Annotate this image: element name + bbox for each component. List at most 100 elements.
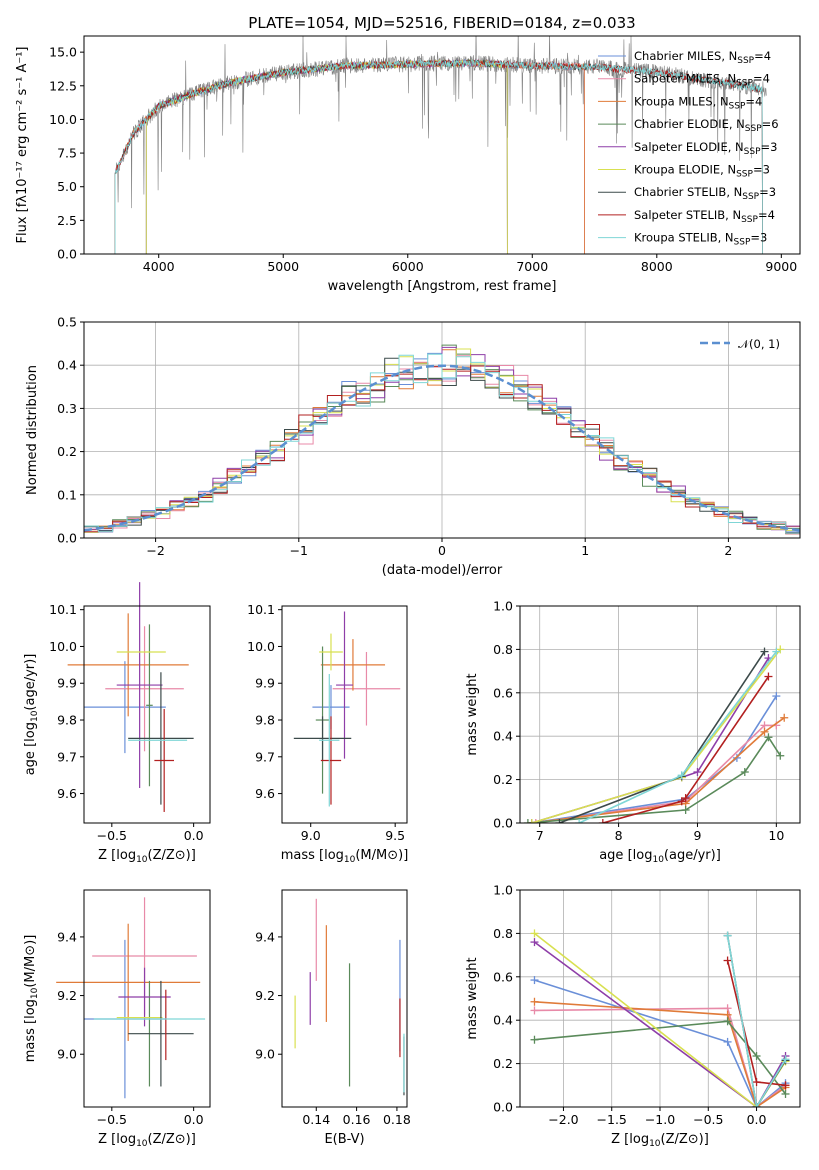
mass-vs-Z-xlabel: Z [log10(Z/Z⊙)]	[98, 1132, 196, 1149]
y-tick-label: 1.0	[493, 599, 513, 614]
weight-vs-age-lines	[523, 645, 789, 823]
weight-line	[531, 717, 785, 823]
spectrum-ylabel: Flux [fλ10⁻¹⁷ erg cm⁻² s⁻¹ A⁻¹]	[15, 47, 30, 244]
legend-label: Salpeter MILES, NSSP=4	[634, 72, 770, 89]
x-tick-label: 4000	[143, 259, 175, 274]
weight-marker	[781, 1089, 790, 1098]
x-tick-label: 9.0	[301, 828, 321, 843]
age-vs-Z-axes: −0.5 0.0 9.6 9.7 9.8 9.9 10.0 10.1	[49, 602, 203, 843]
y-tick-label: 10.0	[49, 639, 77, 654]
spectrum-axes: 4000 5000 6000 7000 8000 9000 0.0 2.5 5.0 7.5 10.0…	[49, 45, 797, 274]
x-tick-label: 0.0	[747, 1112, 767, 1127]
errorbar-point	[128, 980, 194, 1087]
weight-marker	[752, 1103, 761, 1107]
y-tick-label: 9.8	[255, 713, 275, 728]
weight-marker	[723, 1037, 732, 1046]
weight-line	[531, 657, 770, 823]
spectrum-model-line	[114, 59, 763, 254]
weight-marker	[772, 692, 781, 701]
y-tick-label: 9.7	[57, 749, 77, 764]
legend-label: Kroupa STELIB, NSSP=3	[634, 231, 767, 248]
y-tick-label: 9.4	[57, 929, 77, 944]
age-vs-mass-frame	[281, 605, 408, 824]
y-tick-label: 0.4	[493, 729, 513, 744]
weight-line	[535, 724, 777, 823]
weight-marker	[530, 997, 539, 1006]
residuals-ylabel: Normed distribution	[25, 365, 40, 495]
y-tick-label: 15.0	[49, 45, 77, 60]
y-tick-label: 9.8	[57, 713, 77, 728]
weight-marker	[598, 819, 607, 823]
y-tick-label: 9.0	[255, 1047, 275, 1062]
weight-marker	[523, 819, 532, 823]
weight-marker	[530, 976, 539, 985]
legend-label: Salpeter ELODIE, NSSP=3	[634, 140, 777, 157]
weight-line	[531, 695, 777, 823]
weight-vs-age-xlabel: age [log10(age/yr)]	[599, 848, 721, 865]
weight-vs-Z-xlabel: Z [log10(Z/Z⊙)]	[611, 1132, 709, 1149]
y-tick-label: 9.6	[255, 786, 275, 801]
weight-marker	[723, 1017, 732, 1026]
legend-label: Kroupa ELODIE, NSSP=3	[634, 163, 770, 180]
y-tick-label: 9.6	[57, 786, 77, 801]
weight-marker	[530, 1006, 539, 1015]
errorbar-point	[320, 716, 342, 805]
errorbar-point	[319, 674, 340, 807]
y-tick-label: 9.2	[255, 988, 275, 1003]
errorbar-point	[332, 651, 401, 726]
legend-label: 𝒩(0, 1)	[738, 337, 780, 351]
weight-vs-Z-lines	[530, 929, 790, 1107]
weight-vs-age-ylabel: mass weight	[465, 673, 480, 755]
weight-marker	[772, 647, 781, 656]
weight-line	[602, 676, 770, 823]
y-tick-label: 0.1	[57, 487, 77, 502]
weight-vs-Z-ylabel: mass weight	[465, 957, 480, 1039]
age-vs-mass-axes: 9.0 9.5 9.6 9.7 9.8 9.9 10.0 10.1	[247, 602, 405, 843]
weight-marker	[531, 819, 540, 823]
y-tick-label: 0.4	[493, 1013, 513, 1028]
errorbar-point	[154, 708, 174, 812]
x-tick-label: 2	[724, 543, 732, 558]
y-tick-label: 10.0	[247, 639, 275, 654]
weight-marker	[764, 672, 773, 681]
y-tick-label: 12.5	[49, 78, 77, 93]
residuals-xlabel: (data-model)/error	[382, 563, 503, 578]
age-vs-Z-errorbars	[67, 582, 194, 812]
y-tick-label: 9.2	[57, 988, 77, 1003]
residuals-axes: −2 −1 0 1 2 0.0 0.1 0.2 0.3 0.4 0.5	[57, 315, 800, 558]
y-tick-label: 0.2	[57, 444, 77, 459]
y-tick-label: 9.0	[57, 1047, 77, 1062]
weight-vs-Z-frame	[519, 889, 801, 1108]
weight-marker	[740, 768, 749, 777]
y-tick-label: 0.5	[57, 315, 77, 330]
weight-marker	[681, 794, 690, 803]
spectrum-frame	[83, 35, 801, 255]
y-tick-label: 0.8	[493, 926, 513, 941]
y-tick-label: 0.3	[57, 401, 77, 416]
x-tick-label: −0.5	[693, 1112, 723, 1127]
x-tick-label: −1	[290, 543, 308, 558]
weight-marker	[752, 1078, 761, 1087]
age-vs-mass-xlabel: mass [log10(M/M⊙)]	[281, 848, 409, 865]
x-tick-label: 8	[615, 828, 623, 843]
y-tick-label: 10.1	[49, 602, 77, 617]
mass-vs-EBV-frame	[281, 889, 408, 1108]
weight-marker	[760, 647, 769, 656]
x-tick-label: 7	[536, 828, 544, 843]
mass-vs-EBV-xlabel: E(B-V)	[324, 1132, 364, 1147]
y-tick-label: 0.0	[493, 816, 513, 831]
age-vs-mass-errorbars	[293, 611, 401, 807]
errorbar-point	[128, 672, 194, 805]
weight-marker	[527, 819, 536, 823]
errorbar-point	[105, 626, 184, 752]
x-tick-label: −0.5	[97, 1112, 127, 1127]
x-tick-label: 9	[693, 828, 701, 843]
weight-marker	[530, 938, 539, 947]
weight-marker	[781, 1055, 790, 1064]
weight-marker	[760, 727, 769, 736]
x-tick-label: −1.0	[645, 1112, 675, 1127]
x-tick-label: −1.5	[597, 1112, 627, 1127]
x-tick-label: 0	[438, 543, 446, 558]
errorbar-point	[56, 923, 201, 1042]
